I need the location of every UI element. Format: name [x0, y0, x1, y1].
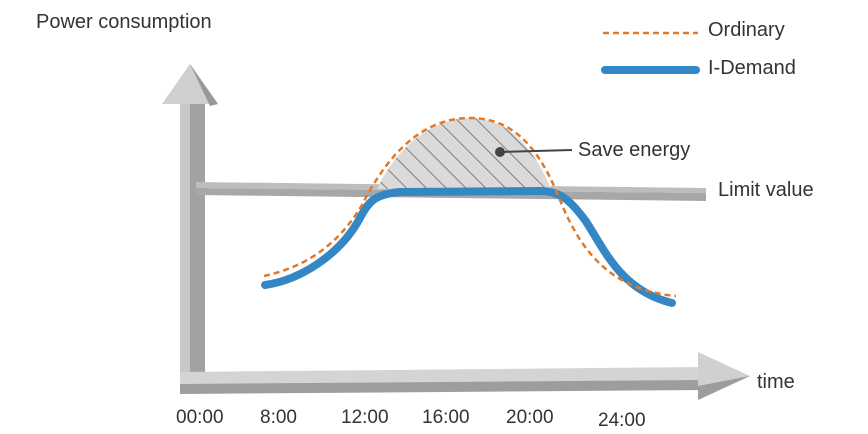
- x-tick-label: 12:00: [341, 407, 389, 428]
- y-axis-label: Power consumption: [36, 11, 212, 33]
- save-energy-pointer-dot: [495, 147, 505, 157]
- x-axis: [180, 352, 750, 400]
- x-tick-label: 16:00: [422, 407, 470, 428]
- save-energy-label: Save energy: [578, 139, 691, 161]
- y-axis-arrowhead: [162, 64, 218, 104]
- y-axis: [162, 64, 218, 378]
- legend-ordinary-label: Ordinary: [708, 19, 785, 41]
- x-tick-label: 20:00: [506, 407, 554, 428]
- x-tick-label: 24:00: [598, 410, 646, 431]
- x-tick-label: 00:00: [176, 407, 224, 428]
- idemand-curve: [261, 186, 676, 307]
- x-axis-label: time: [757, 371, 795, 393]
- legend-idemand-label: I-Demand: [708, 57, 796, 79]
- limit-value-label: Limit value: [718, 179, 814, 201]
- save-energy-region: [377, 118, 552, 191]
- x-tick-label: 8:00: [260, 407, 297, 428]
- save-energy-pointer: [499, 149, 573, 153]
- ordinary-curve: [263, 116, 677, 298]
